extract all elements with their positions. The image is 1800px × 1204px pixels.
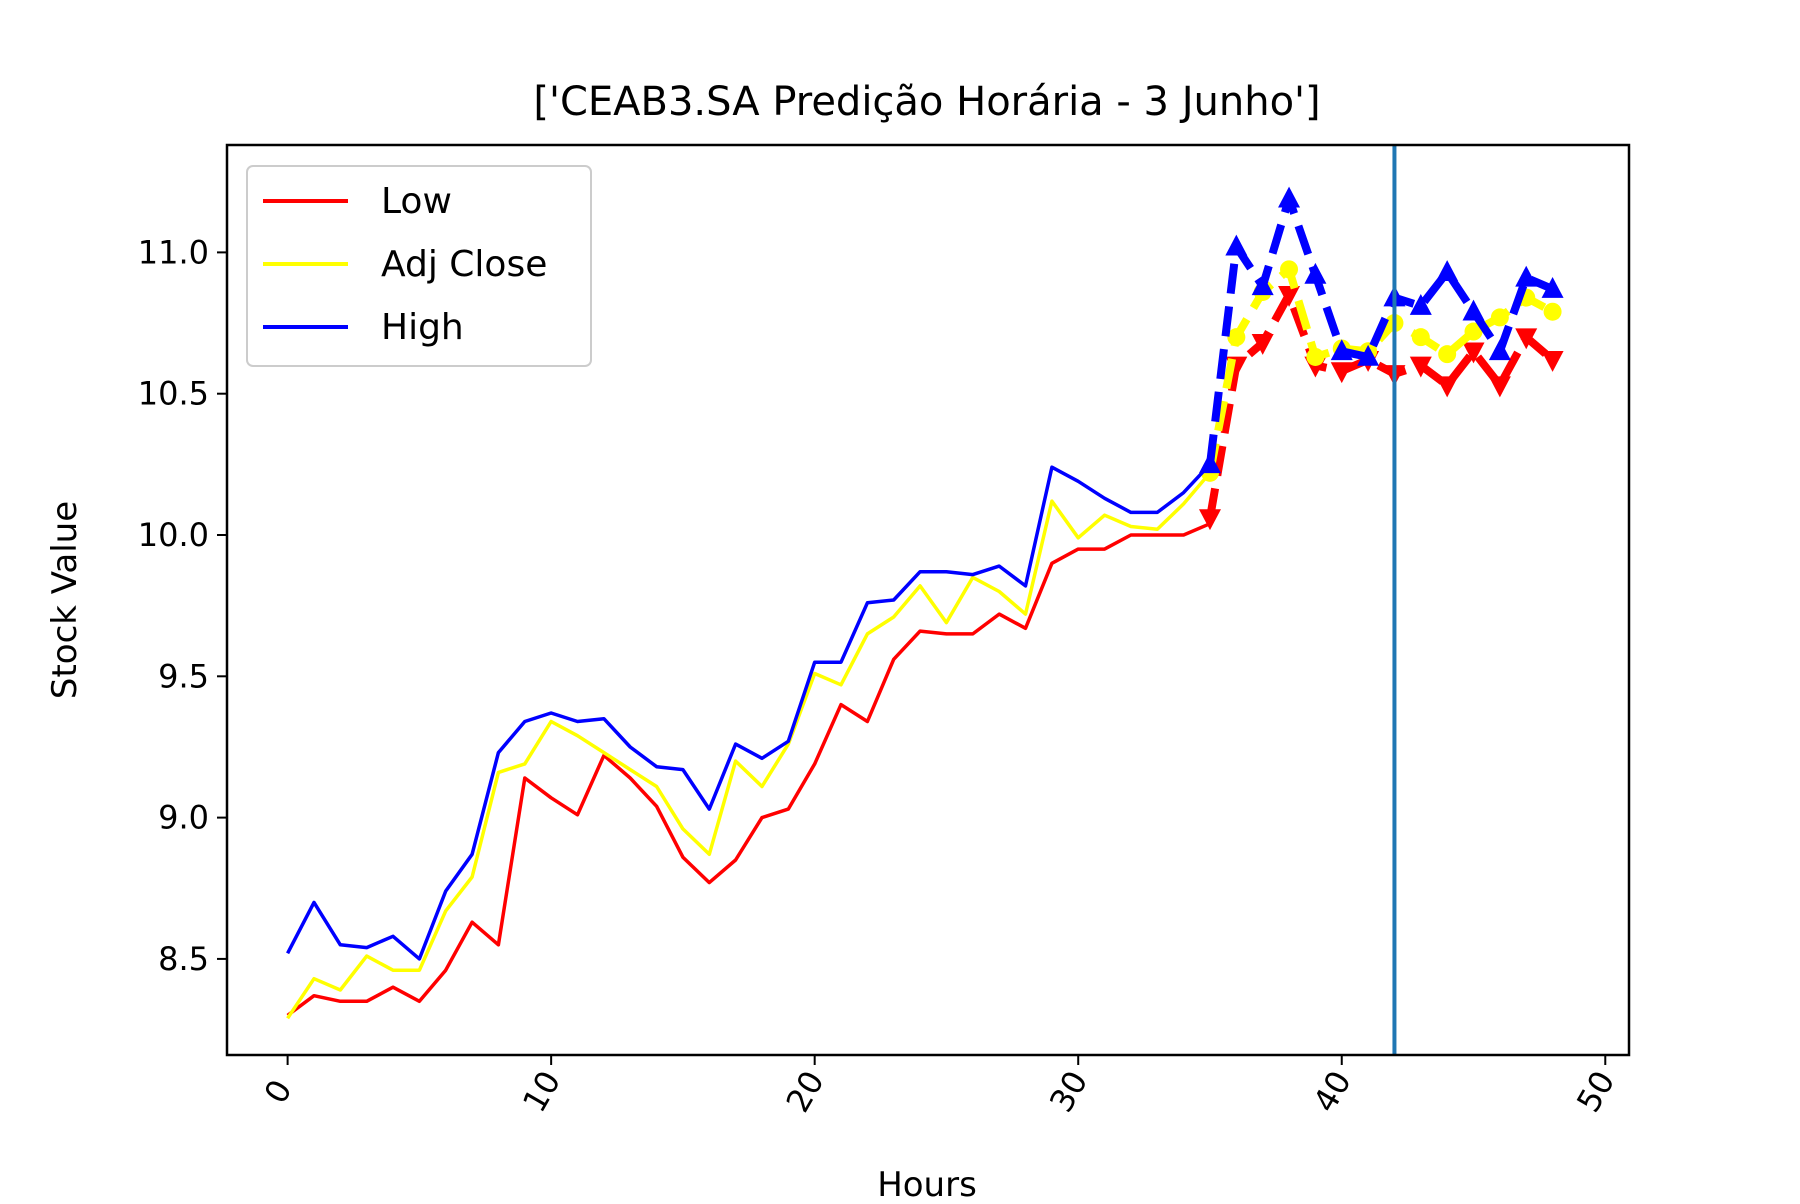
forecast-marker-high (1462, 299, 1485, 321)
forecast-marker-adj-close (1543, 302, 1562, 321)
plot-frame (225, 143, 1631, 1057)
forecast-marker-low (1436, 376, 1459, 398)
forecast-marker-low (1278, 285, 1301, 307)
y-tick-label: 11.0 (138, 233, 209, 271)
forecast-marker-low (1251, 334, 1274, 355)
forecast-marker-adj-close (1490, 308, 1509, 327)
forecast-marker-adj-close (1227, 328, 1246, 347)
forecast-marker-low (1515, 328, 1538, 350)
y-tick-label: 8.5 (158, 940, 209, 978)
series-high (286, 186, 1564, 961)
forecast-marker-high (1488, 339, 1511, 361)
forecast-marker-low (1330, 362, 1353, 384)
legend-box (246, 165, 592, 367)
forecast-marker-high (1304, 262, 1327, 284)
legend-label-low: Low (381, 181, 452, 222)
forecast-marker-low (1409, 356, 1432, 378)
y-axis-label: Stock Value (45, 501, 85, 699)
y-tick-label: 10.5 (138, 375, 209, 413)
forecast-marker-adj-close (1438, 345, 1457, 364)
y-tick-label: 9.0 (158, 799, 209, 837)
legend-label-adj-close: Adj Close (381, 244, 547, 285)
forecast-marker-adj-close (1280, 260, 1299, 279)
forecast-marker-high (1198, 452, 1221, 474)
forecast-marker-low (1541, 350, 1564, 372)
forecast-marker-high (1251, 274, 1274, 296)
forecast-line-high (1206, 194, 1555, 465)
series-line-adj-close (286, 471, 1212, 1020)
forecast-marker-adj-close (1464, 322, 1483, 341)
forecast-marker-high (1278, 186, 1301, 208)
forecast-marker-high (1515, 265, 1538, 287)
series-line-high (286, 463, 1212, 961)
forecast-marker-high (1436, 260, 1459, 281)
forecast-marker-low (1488, 376, 1511, 398)
series-layer (286, 186, 1564, 1020)
y-tick-label: 9.5 (158, 657, 209, 695)
forecast-marker-high (1225, 234, 1248, 256)
forecast-marker-low (1462, 342, 1485, 364)
y-tick-label: 10.0 (138, 516, 209, 554)
x-axis-label: Hours (877, 1165, 977, 1200)
forecast-marker-high (1409, 293, 1432, 315)
forecast-marker-low (1198, 509, 1221, 531)
legend: Low Adj Close High (246, 165, 592, 367)
series-line-low (286, 522, 1211, 1017)
forecast-marker-adj-close (1411, 328, 1430, 347)
forecast-marker-high (1357, 344, 1380, 366)
forecast-marker-high (1330, 339, 1353, 361)
forecast-marker-adj-close (1306, 347, 1325, 366)
forecast-marker-high (1541, 277, 1564, 298)
legend-label-high: High (381, 307, 464, 348)
chart-title: ['CEAB3.SA Predição Horária - 3 Junho'] (533, 79, 1320, 125)
